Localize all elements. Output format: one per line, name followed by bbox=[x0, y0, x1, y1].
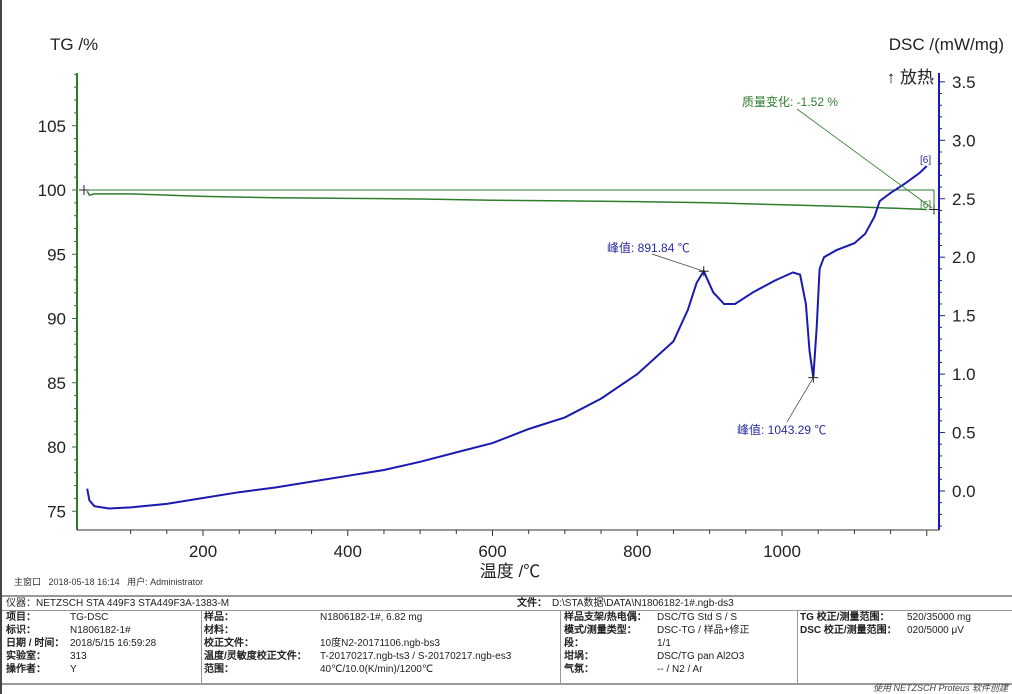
user: 用户: Administrator bbox=[127, 577, 204, 587]
info-value: 40℃/10.0(K/min)/1200℃ bbox=[320, 664, 434, 675]
info-value: N1806182-1#, 6.82 mg bbox=[320, 612, 423, 623]
y-right-tick-label: 1.5 bbox=[952, 307, 976, 326]
info-label: 标识： bbox=[6, 625, 36, 636]
info-value: DSC-TG / 样品+修正 bbox=[657, 625, 750, 636]
info-value: 2018/5/15 16:59:28 bbox=[70, 638, 157, 649]
info-label: 实验室： bbox=[6, 651, 46, 662]
crosshair-marker bbox=[698, 266, 709, 277]
window-name: 主窗口 bbox=[14, 577, 42, 587]
y-right-tick-label: 0.5 bbox=[952, 424, 976, 443]
crosshair-marker bbox=[808, 372, 819, 383]
y-right-tick-label: 3.0 bbox=[952, 131, 976, 150]
info-value: DSC/TG Std S / S bbox=[657, 612, 738, 623]
status-line: 主窗口 2018-05-18 16:14 用户: Administrator bbox=[14, 575, 203, 588]
file-path: D:\STA数据\DATA\N1806182-1#.ngb-ds3 bbox=[552, 598, 734, 609]
info-label: 段： bbox=[564, 638, 584, 649]
info-label: 样品支架/热电偶： bbox=[564, 612, 647, 623]
info-label: 项目： bbox=[6, 612, 36, 623]
tg-segment-marker: [6] bbox=[920, 200, 931, 211]
y-right-tick-label: 2.0 bbox=[952, 248, 976, 267]
info-label: 材料： bbox=[204, 625, 234, 636]
info-value: DSC/TG pan Al2O3 bbox=[657, 651, 745, 662]
peak1-label: 峰值: 891.84 ℃ bbox=[607, 240, 690, 255]
y-right-tick-label: 0.0 bbox=[952, 482, 976, 501]
x-tick-label: 1000 bbox=[763, 542, 801, 561]
y-right-label: DSC /(mW/mg) bbox=[889, 35, 1004, 54]
info-table: 仪器：NETZSCH STA 449F3 STA449F3A-1383-M 文件… bbox=[2, 595, 1012, 685]
x-tick-label: 400 bbox=[334, 542, 362, 561]
y-left-label: TG /% bbox=[50, 35, 98, 54]
info-value: N1806182-1# bbox=[70, 625, 131, 636]
info-label: DSC 校正/测量范围： bbox=[800, 625, 897, 636]
x-tick-label: 600 bbox=[478, 542, 506, 561]
info-value: 020/5000 μV bbox=[907, 625, 964, 636]
y-left-tick-label: 100 bbox=[38, 181, 66, 200]
crosshair-marker bbox=[929, 204, 939, 215]
info-label: 样品： bbox=[204, 612, 234, 623]
info-value: 1/1 bbox=[657, 638, 671, 649]
y-left-tick-label: 90 bbox=[47, 310, 66, 329]
footer-credit: 使用 NETZSCH Proteus 软件创建 bbox=[872, 683, 1008, 693]
x-tick-label: 200 bbox=[189, 542, 217, 561]
info-value: 10度N2-20171106.ngb-bs3 bbox=[320, 638, 440, 649]
tg-dsc-chart: TG /% DSC /(mW/mg) ↑ 放热 温度 /℃ 75 80 85 90 95… bbox=[38, 35, 1004, 581]
instrument: 仪器：NETZSCH STA 449F3 STA449F3A-1383-M bbox=[6, 598, 230, 609]
info-label: 范围： bbox=[204, 664, 234, 675]
file-label: 文件： bbox=[517, 598, 547, 609]
info-label: 校正文件： bbox=[204, 638, 254, 649]
info-label: 模式/测量类型： bbox=[564, 625, 637, 636]
x-axis-label: 温度 /℃ bbox=[480, 562, 540, 581]
info-value: T-20170217.ngb-ts3 / S-20170217.ngb-es3 bbox=[320, 651, 512, 662]
dsc-curve bbox=[86, 165, 928, 510]
mass-change-leader bbox=[796, 108, 933, 209]
info-value: Y bbox=[70, 664, 77, 675]
info-value: 520/35000 mg bbox=[907, 612, 971, 623]
print-datetime: 2018-05-18 16:14 bbox=[48, 577, 120, 587]
y-right-tick-label: 2.5 bbox=[952, 190, 976, 209]
info-label: 温度/灵敏度校正文件： bbox=[204, 651, 307, 662]
mass-change-label: 质量变化: -1.52 % bbox=[742, 94, 838, 109]
info-value: -- / N2 / Ar bbox=[657, 664, 703, 675]
peak2-leader bbox=[786, 377, 814, 423]
crosshair-marker bbox=[79, 185, 89, 195]
info-value: TG-DSC bbox=[70, 612, 109, 623]
y-right-tick-label: 3.5 bbox=[952, 73, 976, 92]
x-tick-label: 800 bbox=[623, 542, 651, 561]
dsc-segment-marker: [6] bbox=[920, 155, 931, 166]
exo-label: ↑ 放热 bbox=[887, 68, 934, 87]
info-value: 313 bbox=[70, 651, 87, 662]
y-left-tick-label: 105 bbox=[38, 117, 66, 136]
y-left-tick-label: 80 bbox=[47, 438, 66, 457]
y-left-tick-label: 95 bbox=[47, 245, 66, 264]
info-label: 操作者： bbox=[6, 664, 46, 675]
info-label: 日期 / 时间： bbox=[6, 638, 65, 649]
info-label: TG 校正/测量范围： bbox=[800, 612, 890, 623]
y-left-tick-label: 85 bbox=[47, 374, 66, 393]
peak2-label: 峰值: 1043.29 ℃ bbox=[737, 422, 826, 437]
y-left-tick-label: 75 bbox=[47, 502, 66, 521]
info-label: 坩埚： bbox=[564, 651, 594, 662]
tg-curve bbox=[86, 190, 927, 211]
info-label: 气氛： bbox=[564, 664, 594, 675]
peak1-leader bbox=[651, 253, 704, 272]
y-right-tick-label: 1.0 bbox=[952, 365, 976, 384]
